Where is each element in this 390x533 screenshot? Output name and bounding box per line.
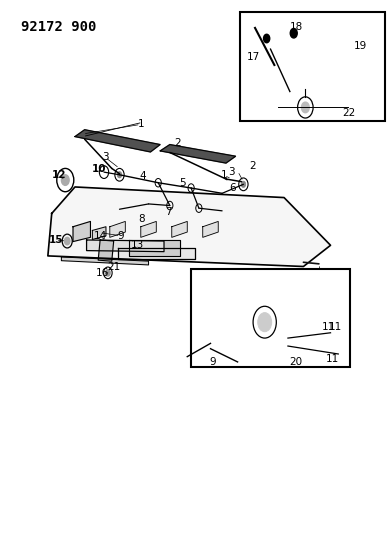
- Circle shape: [290, 28, 297, 38]
- Text: 16: 16: [96, 269, 110, 278]
- Text: 12: 12: [51, 171, 66, 180]
- Text: 92172 900: 92172 900: [21, 20, 96, 34]
- Text: 19: 19: [354, 42, 367, 52]
- Text: 11: 11: [322, 322, 335, 333]
- Text: 4: 4: [139, 172, 146, 181]
- Polygon shape: [160, 144, 236, 163]
- Circle shape: [264, 34, 270, 43]
- Circle shape: [258, 313, 272, 332]
- Circle shape: [241, 181, 246, 188]
- Circle shape: [106, 270, 110, 276]
- Text: 2: 2: [174, 138, 181, 148]
- Text: 10: 10: [92, 165, 106, 174]
- Polygon shape: [211, 290, 300, 359]
- Polygon shape: [259, 65, 336, 113]
- Polygon shape: [110, 221, 125, 237]
- Polygon shape: [129, 240, 179, 256]
- Polygon shape: [317, 60, 363, 102]
- Text: 11: 11: [326, 354, 339, 364]
- Text: 6: 6: [229, 183, 236, 193]
- Polygon shape: [75, 130, 160, 152]
- Circle shape: [301, 102, 309, 113]
- Polygon shape: [117, 248, 195, 259]
- Polygon shape: [92, 227, 106, 239]
- Circle shape: [61, 175, 69, 185]
- Text: 5: 5: [179, 178, 186, 188]
- Polygon shape: [141, 221, 156, 237]
- Text: 17: 17: [247, 52, 261, 62]
- Bar: [191, 269, 350, 367]
- Text: 21: 21: [107, 262, 120, 271]
- Polygon shape: [73, 221, 90, 241]
- Text: 20: 20: [289, 357, 302, 367]
- Text: 1: 1: [138, 119, 144, 130]
- Polygon shape: [172, 221, 187, 237]
- Circle shape: [117, 172, 122, 178]
- Text: 3: 3: [229, 167, 235, 177]
- Text: 9: 9: [209, 357, 216, 367]
- Text: 15: 15: [48, 235, 63, 245]
- Polygon shape: [199, 330, 338, 351]
- Text: 14: 14: [94, 231, 107, 241]
- Bar: [239, 12, 385, 120]
- Polygon shape: [98, 240, 113, 261]
- Text: 11: 11: [329, 322, 342, 333]
- Text: 2: 2: [249, 161, 255, 171]
- Text: 9: 9: [117, 231, 124, 241]
- Circle shape: [64, 237, 70, 245]
- Text: 1: 1: [221, 171, 227, 180]
- Polygon shape: [203, 221, 218, 237]
- Polygon shape: [87, 240, 164, 252]
- Text: 3: 3: [102, 152, 108, 162]
- Polygon shape: [61, 257, 149, 265]
- Text: 13: 13: [131, 240, 144, 251]
- Text: 22: 22: [342, 108, 355, 118]
- Text: 18: 18: [290, 22, 303, 32]
- Polygon shape: [48, 187, 331, 266]
- Text: 8: 8: [138, 214, 145, 224]
- Text: 7: 7: [165, 207, 172, 217]
